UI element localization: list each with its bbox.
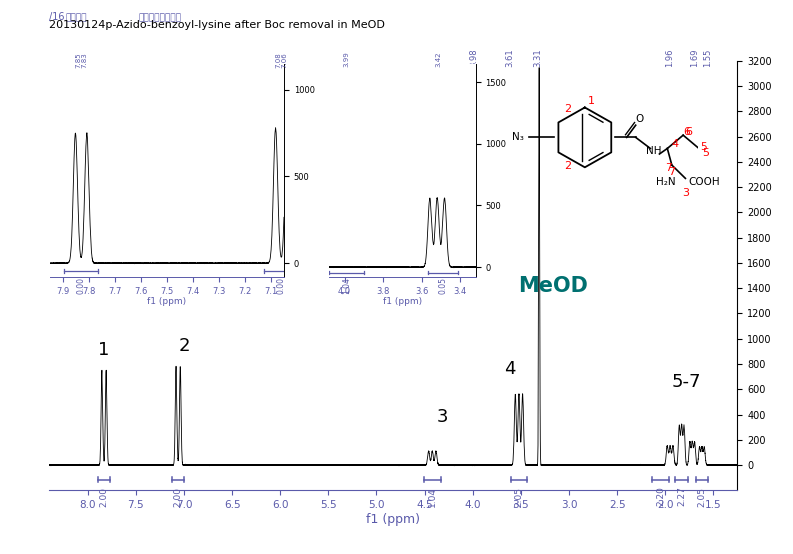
Text: 3.99: 3.99: [343, 51, 350, 67]
Text: 7.83: 7.83: [81, 52, 87, 68]
Text: 表示設定: 表示設定: [65, 13, 86, 22]
Text: 1: 1: [588, 96, 595, 106]
Text: 2: 2: [178, 337, 190, 355]
Text: 1.55: 1.55: [703, 48, 712, 66]
Text: 3.98: 3.98: [469, 48, 479, 66]
Text: 3.42: 3.42: [435, 52, 441, 67]
Text: 3: 3: [436, 408, 448, 426]
Text: 2: 2: [565, 161, 572, 171]
Text: NH: NH: [646, 146, 661, 156]
X-axis label: f1 (ppm): f1 (ppm): [383, 297, 422, 306]
Text: 4: 4: [672, 140, 679, 150]
Text: 2.00: 2.00: [100, 486, 109, 506]
Text: 2.05: 2.05: [515, 486, 523, 506]
Text: 0.00: 0.00: [277, 277, 285, 294]
Text: 5: 5: [700, 142, 707, 152]
Text: 1.04: 1.04: [342, 277, 351, 294]
Text: 7.08: 7.08: [275, 52, 282, 68]
Text: 表示変更設定一覧: 表示変更設定一覧: [139, 13, 182, 22]
Text: 3.31: 3.31: [534, 48, 542, 66]
Text: 2.20: 2.20: [656, 486, 665, 506]
Text: MeOD: MeOD: [518, 276, 588, 296]
Text: 20130124p-Azido-benzoyl-lysine after Boc removal in MeOD: 20130124p-Azido-benzoyl-lysine after Boc…: [49, 20, 385, 30]
Text: 3: 3: [682, 188, 689, 198]
Text: O: O: [635, 114, 643, 124]
Text: 1.69: 1.69: [690, 48, 699, 66]
Text: 7.06: 7.06: [282, 52, 287, 68]
Text: 1.04: 1.04: [427, 486, 437, 506]
X-axis label: f1 (ppm): f1 (ppm): [366, 513, 420, 526]
Text: 5: 5: [702, 148, 709, 158]
Text: COOH: COOH: [689, 177, 720, 187]
Text: 0.05: 0.05: [439, 277, 447, 294]
Text: 2.00: 2.00: [174, 486, 182, 506]
Text: 4: 4: [504, 360, 515, 378]
Text: 7.85: 7.85: [75, 53, 81, 68]
Text: 7: 7: [665, 163, 672, 173]
Text: 3.61: 3.61: [505, 48, 515, 66]
Text: 1.96: 1.96: [665, 48, 673, 66]
Text: 6: 6: [684, 127, 690, 137]
Text: N₃: N₃: [512, 132, 524, 142]
Text: 6: 6: [685, 127, 692, 137]
Text: 5-7: 5-7: [672, 373, 701, 391]
Text: 1: 1: [98, 341, 109, 359]
Text: 0.00: 0.00: [77, 277, 86, 294]
Text: /16: /16: [49, 12, 65, 22]
X-axis label: f1 (ppm): f1 (ppm): [147, 297, 186, 306]
Text: 2.27: 2.27: [677, 486, 686, 506]
Text: 2: 2: [565, 104, 572, 114]
Text: 2.05: 2.05: [697, 486, 707, 506]
Text: H₂N: H₂N: [657, 177, 676, 187]
Text: 7: 7: [668, 167, 675, 177]
